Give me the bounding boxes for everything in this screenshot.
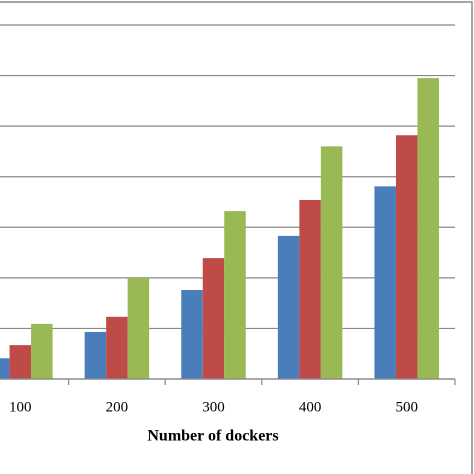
x-tick-label: 300: [202, 399, 225, 415]
bar: [202, 258, 225, 379]
bar: [181, 289, 203, 379]
bar: [224, 211, 246, 379]
x-tick-label: 500: [395, 399, 418, 415]
bar: [9, 345, 32, 379]
bar: [320, 146, 343, 379]
bar: [417, 78, 439, 379]
bar: [374, 186, 396, 379]
bar: [0, 358, 10, 379]
bar: [395, 135, 418, 379]
x-axis-title: Number of dockers: [147, 428, 278, 445]
bar: [31, 323, 53, 379]
x-tick-label: 400: [299, 399, 322, 415]
bar: [299, 199, 321, 379]
bar: [127, 277, 150, 379]
bar: [84, 331, 107, 379]
x-tick-label: 100: [9, 399, 32, 415]
bar: [277, 235, 300, 379]
bar: [106, 316, 128, 379]
x-tick-label: 200: [106, 399, 129, 415]
